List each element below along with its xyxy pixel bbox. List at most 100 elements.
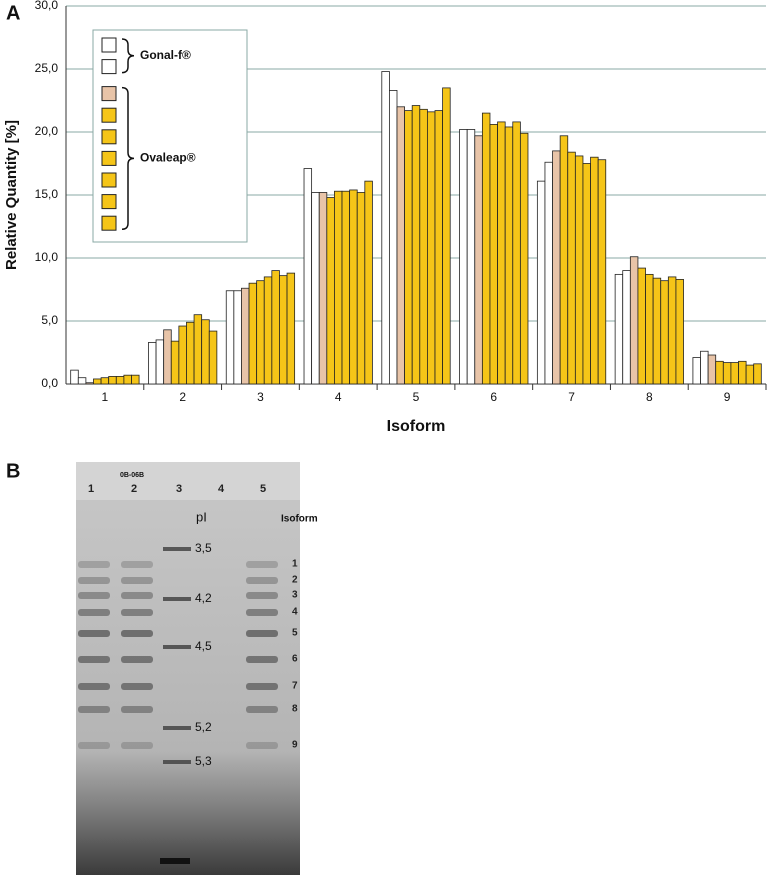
gel-band: [246, 577, 278, 584]
bar: [675, 279, 684, 385]
gel-band: [246, 561, 278, 568]
legend-swatch: [101, 172, 117, 188]
bar: [597, 159, 607, 385]
gel-band: [78, 561, 110, 568]
bar: [263, 276, 273, 385]
bar: [753, 363, 762, 385]
bar: [303, 168, 313, 385]
bar: [434, 110, 443, 385]
legend-swatch: [101, 194, 117, 210]
x-tick-label: 9: [724, 390, 731, 404]
gel-band: [78, 706, 110, 713]
gel-band: [163, 645, 191, 649]
y-tick-label: 25,0: [35, 61, 59, 75]
bar: [474, 135, 483, 385]
gel-band: [78, 577, 110, 584]
bar: [201, 319, 210, 385]
bar: [629, 256, 639, 385]
gel-band: [246, 742, 278, 749]
gel-band: [78, 656, 110, 663]
bar: [70, 369, 79, 385]
bar: [419, 108, 428, 385]
panel-label: B: [6, 460, 20, 482]
bar: [645, 273, 654, 385]
legend-brace: [121, 38, 135, 74]
isoform-number: 1: [292, 559, 298, 570]
y-tick-label: 15,0: [35, 187, 59, 201]
legend-label: Gonal-f®: [140, 48, 191, 62]
bar: [241, 287, 250, 385]
bar: [233, 290, 242, 385]
gel-band: [246, 630, 278, 637]
gel-band: [121, 577, 153, 584]
y-tick-label: 0,0: [41, 376, 58, 390]
bar: [131, 374, 140, 385]
gel-band: [246, 609, 278, 616]
gel-band: [246, 592, 278, 599]
y-tick-label: 5,0: [41, 313, 58, 327]
x-tick-label: 4: [335, 390, 342, 404]
bar: [614, 273, 624, 385]
lane-label: 1: [88, 483, 94, 495]
bar: [574, 155, 584, 385]
isoform-number: 6: [292, 654, 298, 665]
x-tick-label: 3: [257, 390, 264, 404]
bar: [512, 121, 521, 385]
legend-swatch: [101, 107, 117, 123]
gel-band: [246, 656, 278, 663]
gel-band: [121, 683, 153, 690]
bar: [660, 280, 669, 385]
bar: [715, 360, 724, 385]
plot: 0,0 5,0 10,0 15,0 20,0 25,0 30,0 1 2 3 4 5 6 7 8 9: [35, 0, 767, 404]
bar: [404, 110, 413, 385]
legend-swatch: [101, 150, 117, 166]
bar: [286, 272, 296, 385]
bar: [388, 90, 398, 385]
bar: [349, 189, 358, 385]
gel-band: [121, 561, 153, 568]
gel-top: [76, 462, 300, 500]
bar: [567, 151, 576, 385]
bar: [489, 124, 498, 385]
isoform-number: 5: [292, 628, 298, 639]
legend-items: Gonal-f® Ovaleap®: [101, 37, 196, 231]
bar: [311, 192, 320, 385]
lane-label: 4: [218, 483, 225, 495]
bar: [442, 87, 451, 385]
bar: [544, 161, 553, 385]
pi-marker: 4,2: [195, 591, 212, 605]
gel-image: [76, 462, 300, 875]
gel-band: [121, 706, 153, 713]
pi-label: pI: [196, 509, 207, 524]
bar: [193, 314, 203, 385]
legend-swatch: [101, 215, 117, 231]
lane-label: 2: [131, 483, 137, 495]
gel-band: [78, 630, 110, 637]
panel-label: A: [6, 2, 20, 24]
bar: [170, 340, 180, 385]
sample-code: 0B-06B: [120, 472, 144, 479]
gel-band: [246, 683, 278, 690]
bar: [334, 190, 343, 385]
bar: [318, 192, 328, 385]
bar: [356, 192, 366, 385]
isoform-number: 4: [292, 607, 298, 618]
y-tick-label: 30,0: [35, 0, 59, 12]
pi-marker: 5,3: [195, 754, 212, 768]
bar: [85, 382, 94, 385]
isoform-number: 8: [292, 704, 298, 715]
bar: [707, 354, 717, 385]
bar: [225, 290, 235, 385]
legend-swatch: [101, 37, 117, 53]
y-tick-label: 10,0: [35, 250, 59, 264]
bar: [148, 342, 157, 385]
gel-band: [246, 706, 278, 713]
gel-band: [78, 609, 110, 616]
bar: [279, 275, 288, 385]
bar: [730, 362, 739, 385]
bar: [163, 329, 172, 385]
lane-label: 5: [260, 483, 266, 495]
gel-band: [78, 683, 110, 690]
y-tick-label: 20,0: [35, 124, 59, 138]
